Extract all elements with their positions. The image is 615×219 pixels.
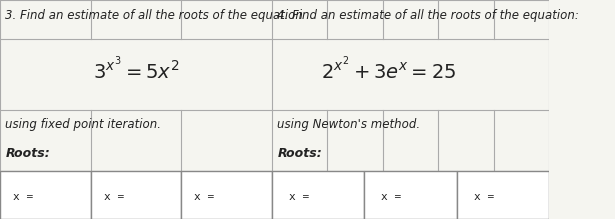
FancyBboxPatch shape bbox=[0, 171, 90, 219]
FancyBboxPatch shape bbox=[364, 171, 456, 219]
FancyBboxPatch shape bbox=[272, 171, 364, 219]
Text: x =: x = bbox=[194, 192, 215, 202]
Text: x =: x = bbox=[474, 192, 494, 202]
Text: 3. Find an estimate of all the roots of the equation: 3. Find an estimate of all the roots of … bbox=[6, 9, 303, 22]
FancyBboxPatch shape bbox=[456, 171, 549, 219]
FancyBboxPatch shape bbox=[181, 171, 272, 219]
Text: Roots:: Roots: bbox=[277, 147, 322, 160]
Text: x =: x = bbox=[288, 192, 309, 202]
Text: x =: x = bbox=[381, 192, 402, 202]
FancyBboxPatch shape bbox=[90, 171, 181, 219]
Text: x =: x = bbox=[13, 192, 33, 202]
Text: 4. Find an estimate of all the roots of the equation:: 4. Find an estimate of all the roots of … bbox=[277, 9, 579, 22]
Text: $2^{x^2} +3e^{x} = 25$: $2^{x^2} +3e^{x} = 25$ bbox=[320, 57, 456, 83]
Text: using Newton's method.: using Newton's method. bbox=[277, 118, 421, 131]
Text: x =: x = bbox=[104, 192, 124, 202]
Text: $3^{x^3} = 5x^2$: $3^{x^3} = 5x^2$ bbox=[93, 57, 179, 83]
Text: using fixed point iteration.: using fixed point iteration. bbox=[6, 118, 162, 131]
Text: Roots:: Roots: bbox=[6, 147, 50, 160]
